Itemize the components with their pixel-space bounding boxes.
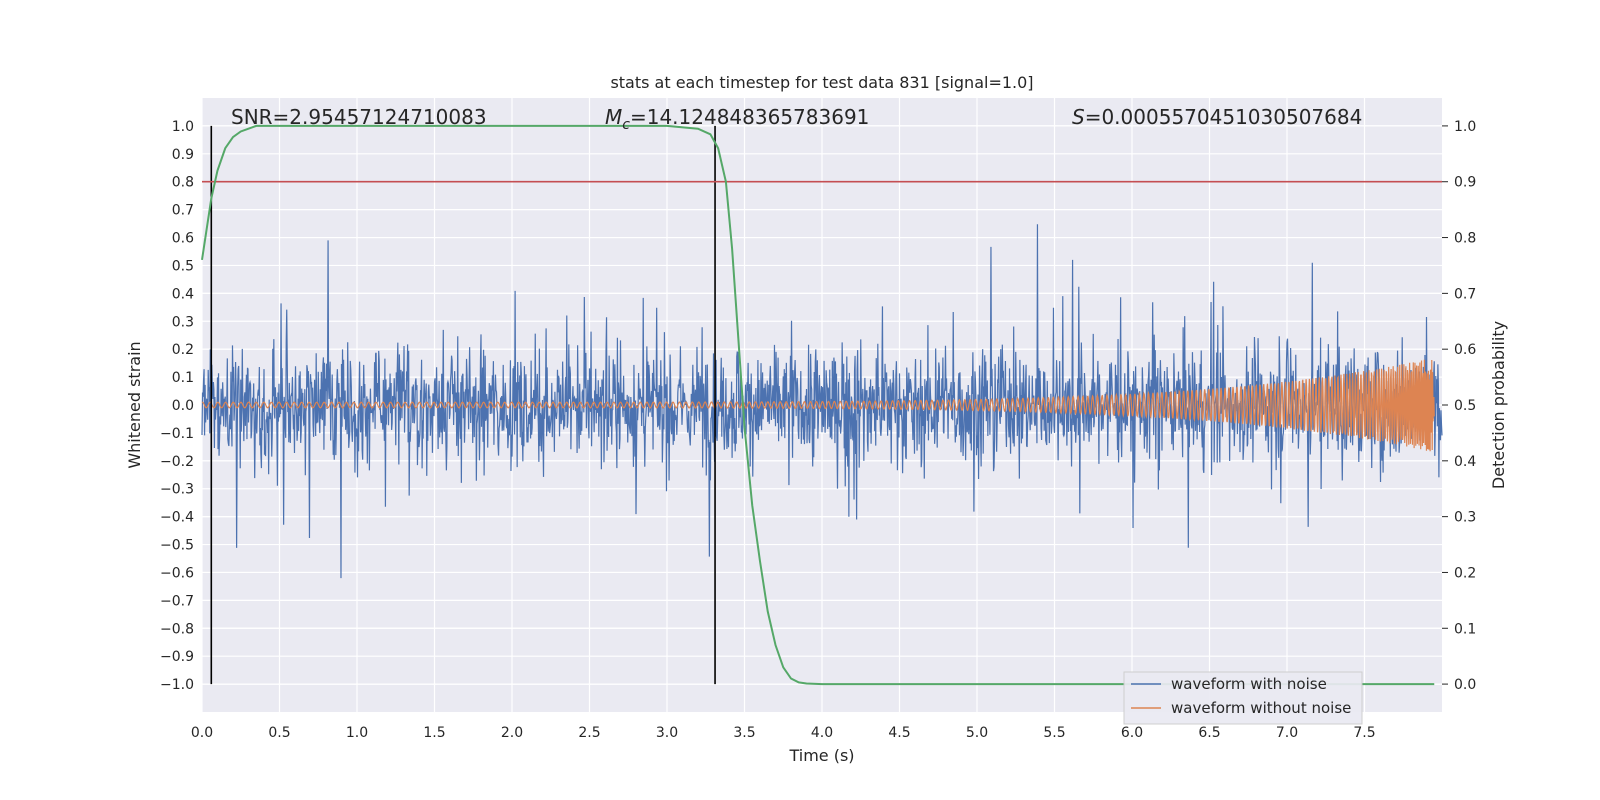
chart-title: stats at each timestep for test data 831… bbox=[610, 73, 1033, 92]
legend-label-noise: waveform with noise bbox=[1171, 675, 1327, 693]
x-tick-label: 1.5 bbox=[423, 725, 445, 741]
y-tick-label: 0.6 bbox=[172, 231, 194, 247]
chirp-mass-annotation: Mc=14.124848365783691 bbox=[605, 105, 869, 133]
x-tick-label: 6.5 bbox=[1198, 725, 1220, 741]
y-tick-label: −0.9 bbox=[160, 649, 194, 665]
y-tick-label: 0.5 bbox=[172, 258, 194, 274]
x-tick-label: 3.5 bbox=[733, 725, 755, 741]
y2-axis-label: Detection probability bbox=[1489, 321, 1508, 489]
y2-tick-label: 0.1 bbox=[1454, 621, 1476, 637]
y-tick-label: −0.3 bbox=[160, 482, 194, 498]
y-tick-label: −0.6 bbox=[160, 565, 194, 581]
legend-label-clean: waveform without noise bbox=[1171, 699, 1351, 717]
mc-subscript: c bbox=[622, 117, 630, 133]
x-tick-label: 6.0 bbox=[1121, 725, 1143, 741]
mc-symbol: M bbox=[605, 105, 622, 129]
x-tick-label: 2.5 bbox=[578, 725, 600, 741]
x-tick-label: 7.5 bbox=[1353, 725, 1375, 741]
y2-tick-labels: 1.0 0.9 0.8 0.7 0.6 0.5 0.4 0.3 0.2 0.1 0.0 bbox=[1442, 119, 1476, 693]
y-tick-label: 0.9 bbox=[172, 147, 194, 163]
y2-tick-label: 1.0 bbox=[1454, 119, 1476, 135]
y2-tick-label: 0.3 bbox=[1454, 510, 1476, 526]
s-symbol: S bbox=[1072, 105, 1085, 129]
x-tick-label: 0.5 bbox=[268, 725, 290, 741]
legend-box bbox=[1123, 671, 1363, 725]
y-tick-label: −0.5 bbox=[160, 538, 194, 554]
snr-annotation: SNR=2.95457124710083 bbox=[231, 105, 487, 129]
y-tick-labels: 1.0 0.9 0.8 0.7 0.6 0.5 0.4 0.3 0.2 0.1 0.0 −0.1 −0.… bbox=[160, 119, 194, 693]
probability-series-layer bbox=[201, 124, 1435, 686]
x-tick-label: 5.0 bbox=[966, 725, 988, 741]
chirp-series-layer bbox=[201, 359, 1435, 452]
x-tick-label: 0.0 bbox=[191, 725, 213, 741]
y-tick-label: 0.2 bbox=[172, 342, 194, 358]
x-tick-label: 4.0 bbox=[811, 725, 833, 741]
y-tick-label: −0.8 bbox=[160, 621, 194, 637]
y-tick-label: −0.1 bbox=[160, 426, 194, 442]
x-tick-labels: 0.0 0.5 1.0 1.5 2.0 2.5 3.0 3.5 4.0 4.5 5.0 5.5 6.0 6… bbox=[191, 725, 1376, 741]
y-tick-label: −1.0 bbox=[160, 677, 194, 693]
y-tick-label: 0.0 bbox=[172, 398, 194, 414]
y2-tick-label: 0.9 bbox=[1454, 175, 1476, 191]
noise-series-layer bbox=[201, 224, 1443, 579]
y-axis-label: Whitened strain bbox=[125, 341, 144, 468]
s-annotation: S=0.0005570451030507684 bbox=[1072, 105, 1362, 129]
y-tick-label: −0.4 bbox=[160, 510, 194, 526]
y-tick-label: 0.4 bbox=[172, 286, 194, 302]
vertical-marker-lines bbox=[210, 125, 716, 685]
x-tick-label: 3.0 bbox=[656, 725, 678, 741]
x-tick-label: 7.0 bbox=[1276, 725, 1298, 741]
y2-tick-label: 0.4 bbox=[1454, 454, 1476, 470]
y-tick-label: 0.7 bbox=[172, 203, 194, 219]
y-tick-label: 1.0 bbox=[172, 119, 194, 135]
x-tick-label: 2.0 bbox=[501, 725, 523, 741]
x-tick-label: 5.5 bbox=[1043, 725, 1065, 741]
chirp-series-line bbox=[201, 359, 1435, 452]
y-tick-label: 0.3 bbox=[172, 314, 194, 330]
y2-tick-label: 0.7 bbox=[1454, 286, 1476, 302]
mc-value: =14.124848365783691 bbox=[630, 105, 869, 129]
x-axis-label: Time (s) bbox=[788, 746, 854, 765]
x-tick-label: 4.5 bbox=[888, 725, 910, 741]
y-tick-label: −0.7 bbox=[160, 593, 194, 609]
y2-tick-label: 0.5 bbox=[1454, 398, 1476, 414]
y2-tick-label: 0.2 bbox=[1454, 565, 1476, 581]
y2-tick-label: 0.8 bbox=[1454, 231, 1476, 247]
y2-tick-label: 0.6 bbox=[1454, 342, 1476, 358]
x-tick-label: 1.0 bbox=[346, 725, 368, 741]
y-tick-label: −0.2 bbox=[160, 454, 194, 470]
probability-series-line bbox=[201, 124, 1435, 686]
y-tick-label: 0.1 bbox=[172, 370, 194, 386]
s-value: =0.0005570451030507684 bbox=[1085, 105, 1363, 129]
y-tick-label: 0.8 bbox=[172, 175, 194, 191]
y2-tick-label: 0.0 bbox=[1454, 677, 1476, 693]
noise-series-line bbox=[201, 224, 1443, 579]
legend: waveform with noise waveform without noi… bbox=[1123, 671, 1363, 725]
